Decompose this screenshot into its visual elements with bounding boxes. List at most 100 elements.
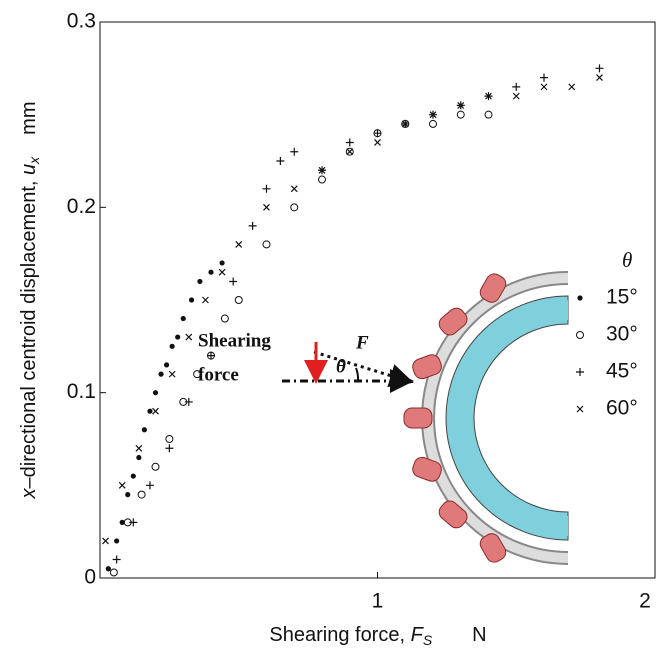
y-tick-label: 0.2 <box>67 195 96 218</box>
point <box>137 490 146 499</box>
point <box>109 568 118 577</box>
point <box>129 518 138 527</box>
point <box>141 427 147 433</box>
point <box>165 444 174 453</box>
point <box>208 269 214 275</box>
point <box>119 519 125 526</box>
point <box>184 397 193 406</box>
point <box>152 390 159 396</box>
point <box>512 92 520 100</box>
point <box>576 368 584 376</box>
point <box>152 407 159 415</box>
point <box>346 148 354 156</box>
x-axis-label: Shearing force, FS N <box>269 624 486 647</box>
point <box>457 101 465 109</box>
point <box>193 370 202 379</box>
point <box>114 538 120 544</box>
point <box>197 278 203 285</box>
y-axis-label: x–directional centroid displacement, uxm… <box>18 102 41 500</box>
y-tick-label: 0.3 <box>67 10 96 33</box>
angle-label: θ <box>336 356 346 377</box>
angle-arc <box>355 367 360 382</box>
point <box>202 296 209 304</box>
point <box>429 119 437 128</box>
y-tick-label: 0.1 <box>67 380 96 403</box>
point <box>125 492 131 498</box>
point <box>175 334 181 340</box>
pads <box>403 273 507 563</box>
point <box>151 462 160 471</box>
legend-label: 30° <box>606 323 638 346</box>
point <box>345 147 354 156</box>
inset-label: force <box>198 364 239 385</box>
point <box>576 331 584 339</box>
point <box>102 537 109 545</box>
inset-diagram: Shearing force F θ <box>198 271 569 565</box>
point <box>234 296 243 304</box>
point <box>229 277 238 286</box>
point <box>290 185 298 193</box>
point <box>136 454 142 461</box>
pad <box>479 533 507 563</box>
legend-label: 45° <box>606 360 638 383</box>
point <box>185 333 193 341</box>
point <box>147 408 153 414</box>
point <box>165 435 174 443</box>
point <box>105 566 111 572</box>
point <box>290 147 299 156</box>
point <box>374 139 381 146</box>
point <box>164 362 170 368</box>
y-tick-label: 0 <box>84 566 96 589</box>
point <box>276 157 285 165</box>
legend-title: θ <box>622 248 632 272</box>
point <box>188 297 195 303</box>
point <box>485 92 492 100</box>
point <box>512 82 521 91</box>
point <box>158 371 164 377</box>
pad <box>403 407 433 429</box>
point <box>540 83 548 91</box>
x-label-unit: N <box>472 624 486 646</box>
y-label-var-pre: x <box>18 487 40 499</box>
pad <box>438 500 468 529</box>
point <box>373 129 382 138</box>
point <box>169 343 175 349</box>
point <box>577 295 583 301</box>
point <box>219 260 225 266</box>
x-tick-label: 1 <box>372 590 384 613</box>
point <box>262 184 271 193</box>
point <box>145 481 154 490</box>
cyan-body-2 <box>450 300 568 536</box>
legend-label: 60° <box>606 397 638 420</box>
point <box>263 203 270 211</box>
point <box>180 315 186 322</box>
point <box>218 268 226 276</box>
point <box>576 405 584 413</box>
point <box>345 138 354 147</box>
pad <box>412 456 442 482</box>
point <box>262 240 271 249</box>
point <box>484 110 493 119</box>
point <box>596 74 603 82</box>
inset-label: Shearing <box>198 330 271 351</box>
point <box>135 444 143 452</box>
force-arrow <box>313 350 414 388</box>
force-label: F <box>355 332 369 353</box>
y-label-var: u <box>18 164 40 175</box>
legend-label: 15° <box>606 286 638 309</box>
point <box>168 370 176 378</box>
point <box>318 175 326 184</box>
x-label-var: F <box>411 624 425 646</box>
x-label-sub: S <box>423 632 433 648</box>
point <box>429 111 437 119</box>
point <box>112 555 121 564</box>
point <box>318 166 326 174</box>
x-label-text: Shearing force, <box>269 624 410 646</box>
plot-frame <box>99 21 656 579</box>
y-label-sub: x <box>26 156 42 165</box>
point <box>568 83 576 91</box>
point <box>595 64 604 73</box>
x-tick-label: 2 <box>639 590 651 613</box>
point <box>248 221 257 230</box>
